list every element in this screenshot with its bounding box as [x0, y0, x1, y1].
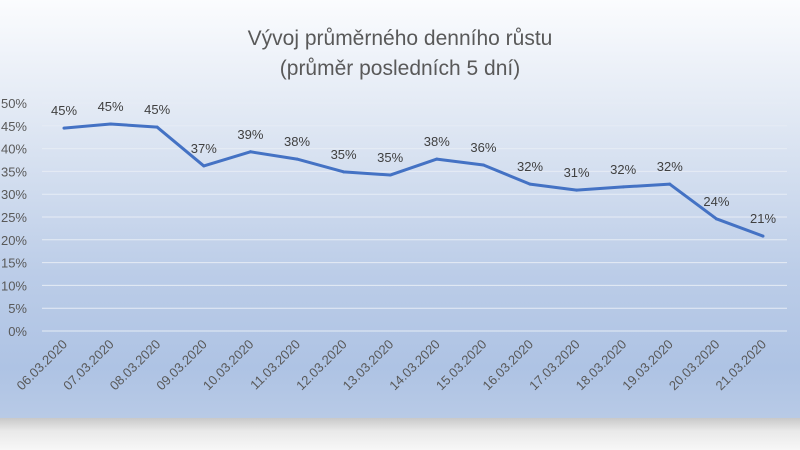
y-tick-label: 35% — [1, 164, 27, 179]
y-tick-label: 5% — [8, 301, 27, 316]
data-label: 32% — [657, 159, 683, 174]
data-label: 21% — [750, 211, 776, 226]
y-tick-label: 10% — [1, 278, 27, 293]
data-point — [62, 126, 66, 130]
data-point — [342, 170, 346, 174]
data-point — [248, 150, 252, 154]
data-point — [668, 182, 672, 186]
data-point — [714, 217, 718, 221]
y-tick-label: 20% — [1, 233, 27, 248]
y-tick-label: 45% — [1, 119, 27, 134]
data-label: 24% — [703, 194, 729, 209]
data-point — [575, 188, 579, 192]
data-point — [388, 173, 392, 177]
data-point — [761, 234, 765, 238]
chart-title: Vývoj průměrného denního růstu — [247, 27, 553, 50]
y-tick-label: 15% — [1, 256, 27, 271]
data-label: 36% — [470, 140, 496, 155]
y-tick-label: 40% — [1, 142, 27, 157]
y-tick-label: 50% — [1, 96, 27, 111]
y-tick-label: 30% — [1, 187, 27, 202]
data-label: 32% — [517, 159, 543, 174]
data-label: 32% — [610, 162, 636, 177]
y-tick-label: 25% — [1, 210, 27, 225]
data-label: 38% — [284, 134, 310, 149]
y-tick-label: 0% — [8, 324, 27, 339]
x-tick-label: 21.03.2020 — [712, 337, 769, 394]
data-label: 35% — [377, 150, 403, 165]
data-label: 45% — [51, 103, 77, 118]
data-point — [109, 122, 113, 126]
data-point — [621, 185, 625, 189]
data-point — [435, 157, 439, 161]
data-label: 45% — [98, 99, 124, 114]
data-point — [155, 125, 159, 129]
x-tick-label: 10.03.2020 — [200, 337, 257, 394]
data-label: 31% — [564, 165, 590, 180]
data-label: 39% — [237, 127, 263, 142]
data-point — [202, 164, 206, 168]
data-point — [528, 182, 532, 186]
series-line — [63, 122, 764, 238]
data-label: 45% — [144, 102, 170, 117]
data-label: 37% — [191, 141, 217, 156]
chart-shadow — [0, 418, 800, 450]
data-point — [481, 163, 485, 167]
data-point — [295, 157, 299, 161]
chart-subtitle: (průměr posledních 5 dní) — [279, 57, 521, 80]
data-label: 35% — [331, 147, 357, 162]
data-label: 38% — [424, 134, 450, 149]
chart-area — [0, 0, 800, 418]
